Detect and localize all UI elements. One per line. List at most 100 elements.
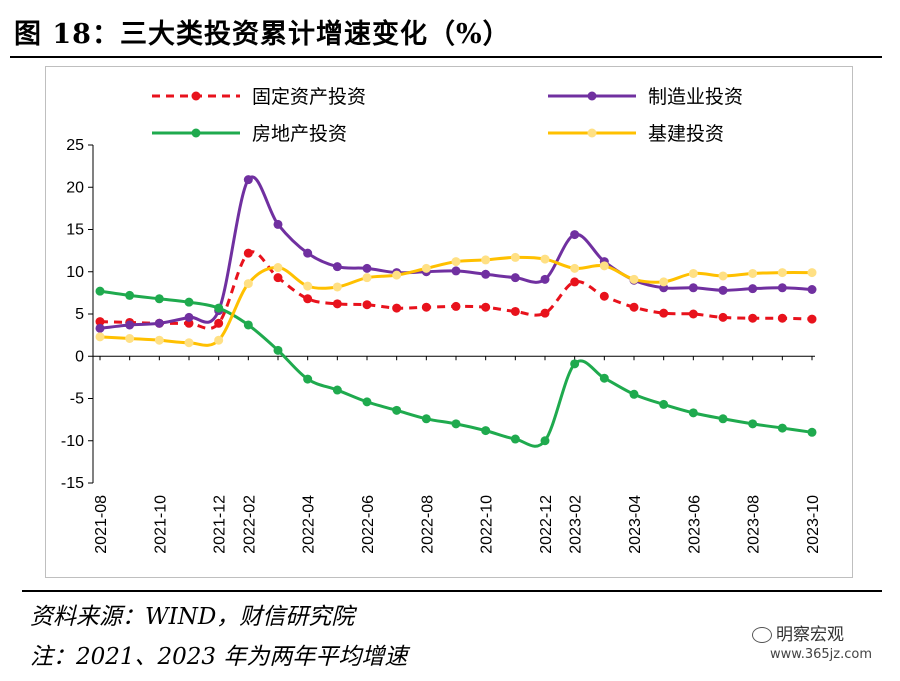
- legend-label: 制造业投资: [648, 86, 743, 108]
- series-point: [362, 263, 372, 273]
- x-tick-label: 2023-06: [686, 495, 703, 554]
- series-point: [451, 257, 461, 267]
- series-point: [303, 294, 313, 304]
- series-point: [332, 282, 342, 292]
- series-point: [451, 301, 461, 311]
- y-tick-label: 15: [66, 222, 84, 239]
- series-point: [659, 308, 669, 318]
- series-point: [214, 318, 224, 328]
- series-point: [659, 277, 669, 287]
- series-point: [154, 294, 164, 304]
- series-point: [154, 318, 164, 328]
- series-point: [273, 345, 283, 355]
- series-point: [688, 283, 698, 293]
- y-tick-label: -5: [70, 391, 84, 408]
- series-point: [303, 374, 313, 384]
- y-tick-label: 0: [75, 348, 84, 365]
- series-point: [718, 285, 728, 295]
- series-point: [451, 419, 461, 429]
- series-point: [243, 279, 253, 289]
- series-point: [629, 389, 639, 399]
- series-point: [540, 274, 550, 284]
- series-point: [540, 436, 550, 446]
- series-point: [392, 405, 402, 415]
- x-tick-label: 2023-04: [627, 495, 644, 554]
- series-point: [421, 302, 431, 312]
- series-point: [481, 302, 491, 312]
- series-point: [332, 299, 342, 309]
- series-point: [718, 312, 728, 322]
- x-tick-label: 2022-08: [419, 495, 436, 554]
- series-point: [688, 408, 698, 418]
- y-tick-label: -15: [61, 475, 84, 492]
- series-point: [807, 268, 817, 278]
- series-point: [392, 303, 402, 313]
- series-point: [362, 273, 372, 283]
- series-point: [125, 320, 135, 330]
- series-point: [125, 334, 135, 344]
- x-tick-label: 2023-08: [746, 495, 763, 554]
- series-point: [510, 306, 520, 316]
- series-point: [777, 423, 787, 433]
- source-note: 资料来源：WIND，财信研究院: [30, 604, 355, 630]
- legend-swatch-marker: [191, 128, 201, 138]
- x-tick-label: 2022-12: [538, 495, 555, 554]
- series-point: [332, 262, 342, 272]
- series-point: [718, 414, 728, 424]
- series-point: [421, 414, 431, 424]
- series-point: [421, 263, 431, 273]
- series-point: [214, 335, 224, 345]
- watermark-name: 明察宏观: [776, 625, 844, 645]
- series-point: [362, 397, 372, 407]
- legend-swatch-marker: [191, 91, 201, 101]
- series-point: [154, 335, 164, 345]
- y-tick-label: 20: [66, 179, 84, 196]
- series-point: [629, 302, 639, 312]
- x-tick-label: 2022-02: [241, 495, 258, 554]
- series-point: [540, 308, 550, 318]
- series-point: [659, 399, 669, 409]
- series-point: [392, 270, 402, 280]
- series-point: [629, 274, 639, 284]
- series-point: [243, 320, 253, 330]
- series-point: [807, 284, 817, 294]
- series-point: [688, 268, 698, 278]
- series-point: [481, 269, 491, 279]
- series-point: [540, 254, 550, 264]
- series-point: [243, 248, 253, 258]
- series-point: [748, 284, 758, 294]
- series-point: [303, 281, 313, 291]
- series-point: [718, 271, 728, 281]
- series-point: [95, 323, 105, 333]
- y-tick-label: 5: [75, 306, 84, 323]
- y-tick-label: 10: [66, 264, 84, 281]
- legend-swatch-marker: [587, 128, 597, 138]
- series-point: [95, 317, 105, 327]
- watermark-url: www.365jz.com: [770, 647, 872, 662]
- series-point: [273, 219, 283, 229]
- legend-swatch-marker: [587, 91, 597, 101]
- title-divider: [10, 56, 882, 58]
- series-point: [599, 373, 609, 383]
- series-point: [599, 261, 609, 271]
- series-point: [481, 255, 491, 265]
- x-tick-label: 2022-04: [301, 495, 318, 554]
- series-point: [510, 273, 520, 283]
- series-point: [599, 291, 609, 301]
- series-point: [214, 303, 224, 313]
- watermark: 明察宏观 www.365jz.com: [752, 620, 872, 662]
- legend-label: 基建投资: [648, 123, 724, 145]
- series-point: [510, 252, 520, 262]
- x-tick-label: 2021-08: [93, 495, 110, 554]
- series-point: [303, 248, 313, 258]
- series-point: [748, 419, 758, 429]
- series-point: [184, 312, 194, 322]
- y-tick-label: -10: [61, 433, 84, 450]
- series-point: [95, 286, 105, 296]
- series-point: [451, 266, 461, 276]
- series-point: [273, 273, 283, 283]
- series-point: [807, 314, 817, 324]
- series-point: [777, 313, 787, 323]
- series-point: [332, 385, 342, 395]
